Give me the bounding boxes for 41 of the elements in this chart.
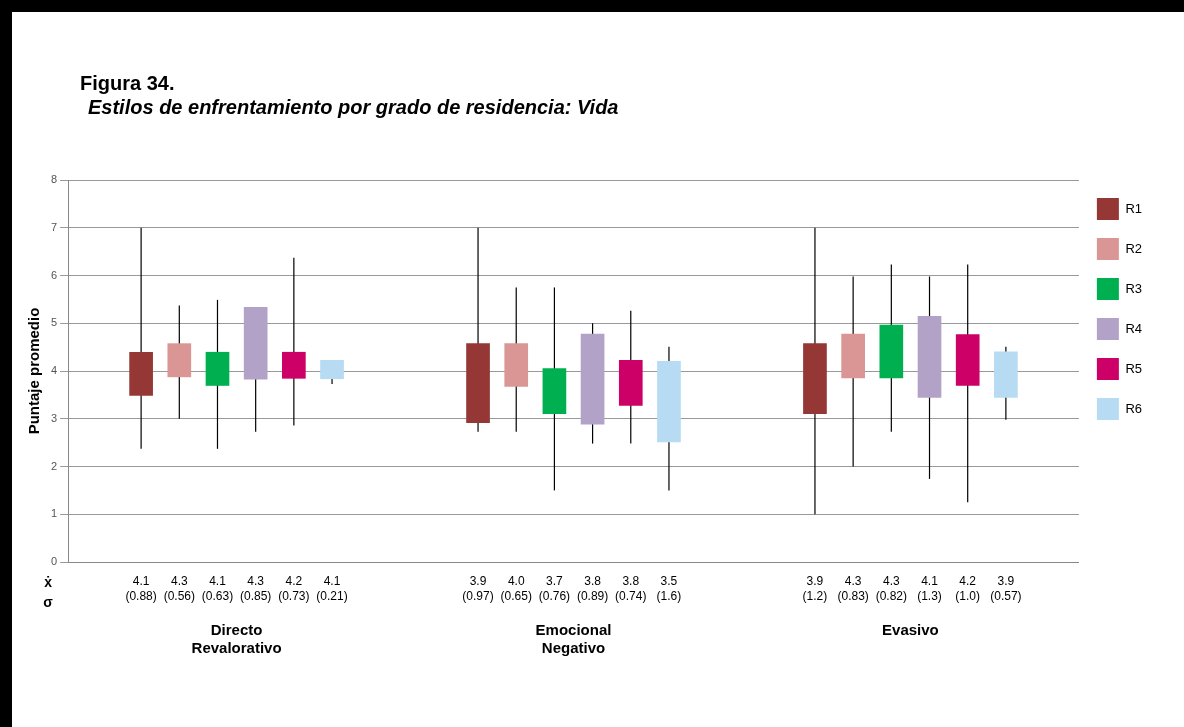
y-tick-label: 5 [50,316,58,329]
legend-label: R4 [1125,320,1143,336]
text: 3.5 (1.6) [656,574,682,604]
legend-label: R3 [1125,280,1143,296]
text: ẋ [44,573,53,590]
text: 4.1 (1.3) [917,574,942,604]
y-tick-label: 0 [50,555,58,568]
chart-subtitle: Estilos de enfrentamiento por grado de residencia: Vida [88,96,619,119]
legend-label: R5 [1125,360,1143,376]
text: 3.9 (1.2) [802,574,828,604]
y-tick-label: 6 [50,268,58,281]
text: 4.1 (0.21) [316,574,348,604]
text: 4.3 (0.83) [837,574,869,604]
text: 4.2 (0.73) [278,574,310,604]
text: 3.9 (0.57) [990,574,1022,604]
text: σ [43,593,54,610]
text: 4.2 (1.0) [955,574,981,604]
y-tick-label: 4 [50,364,58,377]
x-tick-label: Directo Revalorativo [191,621,282,657]
y-tick-label: 2 [50,459,58,472]
y-tick-label: 1 [50,507,58,520]
legend-label: R1 [1125,200,1143,216]
text: 3.7 (0.76) [538,574,571,604]
text: 4.3 (0.85) [239,574,272,604]
text: 3.8 (0.89) [576,574,609,604]
y-tick-label: 3 [50,411,58,424]
x-tick-label: Evasivo [882,621,939,639]
text: 4.1 (0.63) [201,574,234,604]
y-axis-title: Puntaje promedio [25,307,43,435]
text: 4.1 (0.88) [125,574,157,604]
legend-label: R6 [1125,400,1143,416]
y-tick-label: 8 [50,173,58,186]
text: 4.3 (0.56) [163,574,195,604]
chart-title: Figura 34. [80,72,175,95]
legend-label: R2 [1125,240,1143,256]
text: 3.9 (0.97) [462,574,494,604]
text: 3.8 (0.74) [615,574,647,604]
text: 4.3 (0.82) [875,574,908,604]
x-tick-label: Emocional Negativo [535,621,612,657]
y-tick-label: 7 [50,220,58,233]
text: 4.0 (0.65) [500,574,532,604]
